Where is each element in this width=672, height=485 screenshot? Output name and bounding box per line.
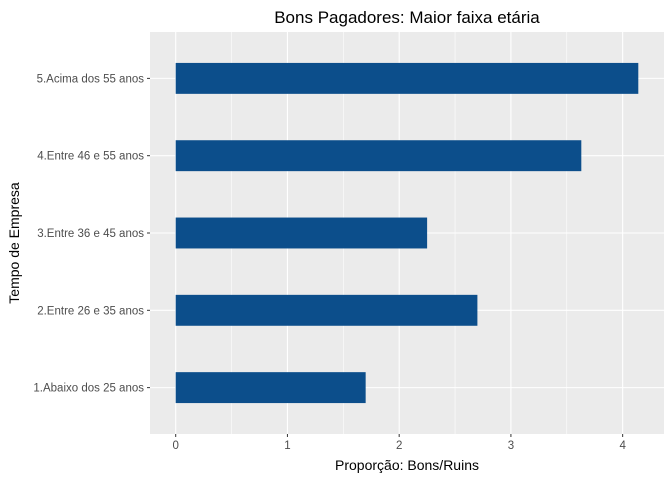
y-tick-label: 5.Acima dos 55 anos [37,73,145,85]
y-tick-label: 1.Abaixo dos 25 anos [33,383,144,395]
y-tick-label: 4.Entre 46 e 55 anos [37,151,144,163]
x-tick-label: 0 [172,440,178,452]
y-axis-tick-labels: 1.Abaixo dos 25 anos 2.Entre 26 e 35 anos… [33,73,150,395]
bar [175,140,582,172]
y-axis-title: Tempo de Empresa [6,182,22,304]
bar [175,62,639,94]
x-axis-tick-labels: 0 1 2 3 4 [172,434,626,452]
y-tick-label: 3.Entre 36 e 45 anos [37,228,144,240]
bars [175,62,639,404]
x-tick-label: 4 [619,440,626,452]
bar [175,217,428,249]
x-tick-label: 1 [284,440,290,452]
x-axis-title: Proporção: Bons/Ruins [335,457,479,473]
x-tick-label: 3 [508,440,514,452]
y-tick-label: 2.Entre 26 e 35 anos [37,305,144,317]
x-tick-label: 2 [396,440,402,452]
bar [175,294,478,326]
chart-title: Bons Pagadores: Maior faixa etária [274,8,540,27]
bar [175,372,366,404]
